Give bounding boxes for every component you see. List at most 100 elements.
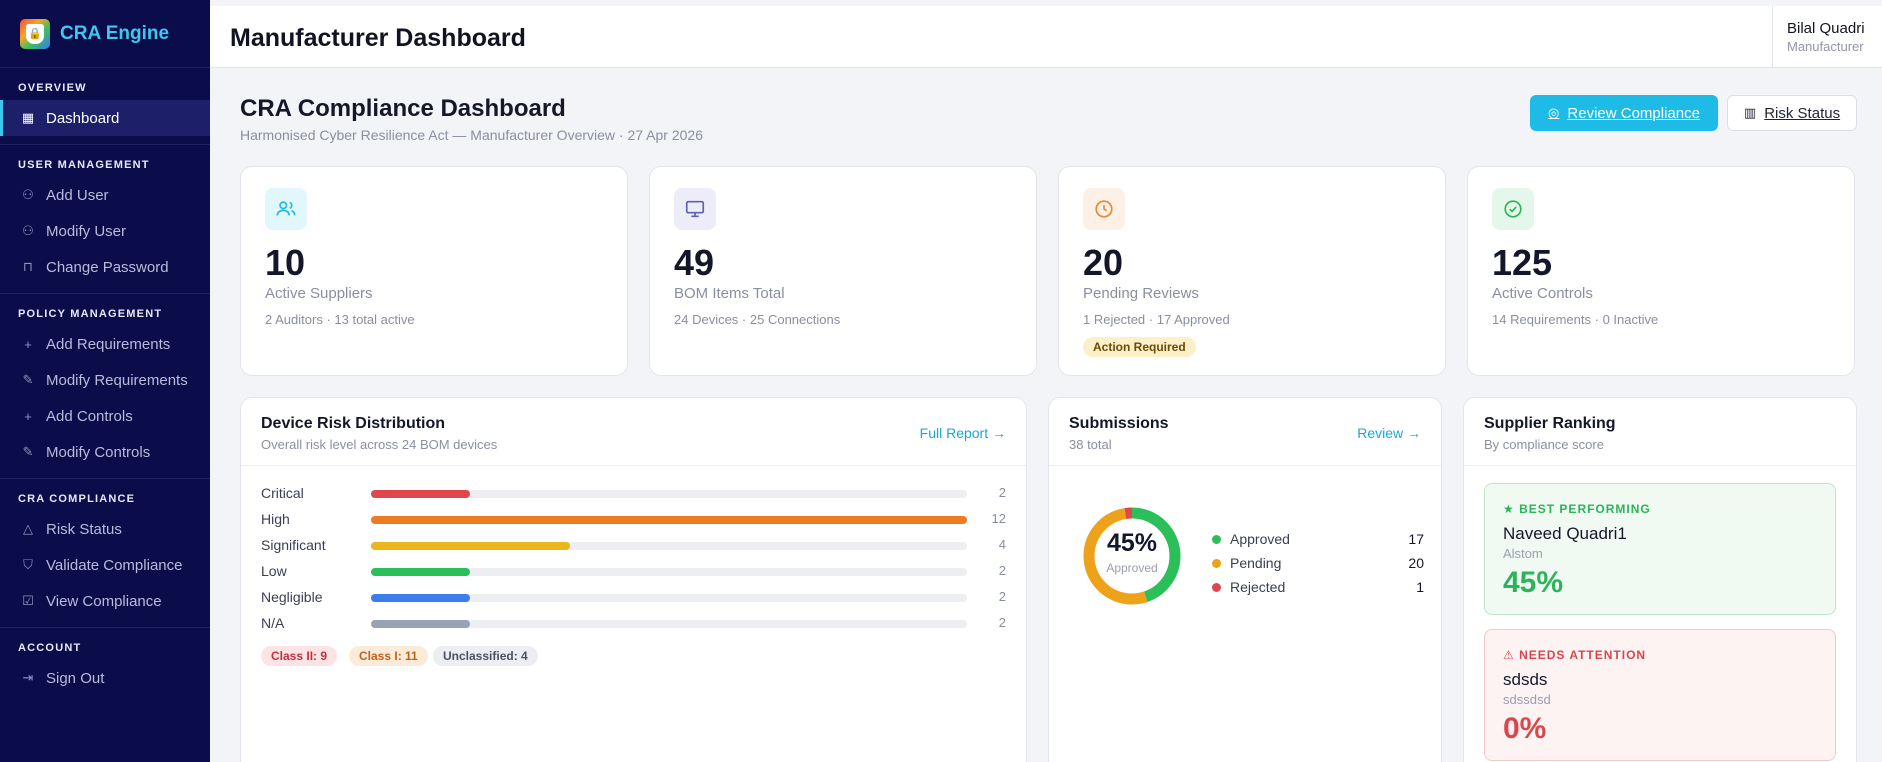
check-circle-icon xyxy=(1492,188,1534,230)
supplier-company: sdssdsd xyxy=(1503,692,1551,707)
risk-status-button[interactable]: ▥ Risk Status xyxy=(1727,95,1857,131)
risk-count: 2 xyxy=(998,589,1006,604)
sidebar-item-label: Change Password xyxy=(46,258,169,276)
sidebar-item-add-user[interactable]: ⚇ Add User xyxy=(0,177,210,213)
sidebar-item-label: Add Controls xyxy=(46,407,133,425)
legend-label: Rejected xyxy=(1230,579,1286,595)
risk-label: Significant xyxy=(261,537,326,553)
sidebar: 🔒 CRA Engine OVERVIEW ▦ Dashboard USER MA… xyxy=(0,0,210,762)
brand[interactable]: 🔒 CRA Engine xyxy=(0,0,210,68)
legend-count: 20 xyxy=(1408,555,1424,571)
sidebar-item-modify-requirements[interactable]: ✎ Modify Requirements xyxy=(0,362,210,398)
risk-label: High xyxy=(261,511,290,527)
risk-count: 12 xyxy=(991,511,1006,526)
stat-meta: 2 Auditors · 13 total active xyxy=(265,312,415,327)
risk-row: Significant 4 xyxy=(261,535,1006,555)
sidebar-item-add-controls[interactable]: + Add Controls xyxy=(0,398,210,434)
risk-bar-track xyxy=(371,516,967,524)
user-edit-icon: ⚇ xyxy=(22,223,34,238)
legend-dot xyxy=(1212,535,1221,544)
legend-dot xyxy=(1212,559,1221,568)
page-subtitle: Harmonised Cyber Resilience Act — Manufa… xyxy=(240,127,703,143)
nav-section-title: POLICY MANAGEMENT xyxy=(18,308,163,320)
supplier-ranking-panel: Supplier Ranking By compliance score ★ B… xyxy=(1463,397,1857,762)
sidebar-item-dashboard[interactable]: ▦ Dashboard xyxy=(0,100,210,136)
clock-icon xyxy=(1083,188,1125,230)
worst-supplier-card[interactable]: ⚠ NEEDS ATTENTION sdsds sdssdsd 0% xyxy=(1484,629,1836,761)
app-logo-icon: 🔒 xyxy=(20,18,50,49)
nav-section-title: USER MANAGEMENT xyxy=(18,159,150,171)
stat-label: Active Controls xyxy=(1492,285,1593,302)
donut-segment-pending xyxy=(1083,507,1181,605)
sidebar-item-modify-controls[interactable]: ✎ Modify Controls xyxy=(0,434,210,470)
risk-row: High 12 xyxy=(261,509,1006,529)
legend-count: 1 xyxy=(1416,579,1424,595)
grid-icon: ▦ xyxy=(21,110,35,125)
class-tag: Class I: 11 xyxy=(349,646,428,666)
risk-label: Negligible xyxy=(261,589,323,605)
top-bar: Manufacturer Dashboard Bilal Quadri Manu… xyxy=(210,6,1882,68)
sidebar-item-validate-compliance[interactable]: ⛉ Validate Compliance xyxy=(0,547,210,583)
stat-label: Pending Reviews xyxy=(1083,285,1199,302)
page-title: CRA Compliance Dashboard xyxy=(240,95,566,122)
sidebar-item-sign-out[interactable]: ⇥ Sign Out xyxy=(0,660,210,696)
user-menu[interactable]: Bilal Quadri Manufacturer xyxy=(1772,6,1882,68)
legend-item: Pending 20 xyxy=(1212,554,1424,574)
supplier-score: 45% xyxy=(1503,566,1564,599)
risk-label: N/A xyxy=(261,615,285,631)
shield-check-icon: ⛉ xyxy=(23,557,33,572)
sidebar-item-view-compliance[interactable]: ☑ View Compliance xyxy=(0,583,210,619)
nav-section-title: ACCOUNT xyxy=(18,642,82,654)
user-role: Manufacturer xyxy=(1787,39,1864,54)
submissions-donut xyxy=(1083,507,1181,605)
legend-item: Rejected 1 xyxy=(1212,578,1424,598)
sidebar-item-label: Validate Compliance xyxy=(46,556,183,574)
stat-value: 10 xyxy=(265,242,306,283)
stat-meta: 24 Devices · 25 Connections xyxy=(674,312,841,327)
stat-value: 49 xyxy=(674,242,715,283)
review-compliance-button[interactable]: ◎ Review Compliance xyxy=(1530,95,1718,131)
check-circle-icon: ◎ xyxy=(1548,105,1560,120)
nav-section-cra-compliance: CRA COMPLIANCE △ Risk Status ⛉ Validate Co… xyxy=(0,479,210,619)
sidebar-item-label: Modify User xyxy=(46,222,127,240)
best-supplier-card[interactable]: ★ BEST PERFORMING Naveed Quadri1 Alstom … xyxy=(1484,483,1836,615)
risk-distribution-panel: Device Risk Distribution Overall risk le… xyxy=(240,397,1027,762)
stat-card-suppliers: 10 Active Suppliers 2 Auditors · 13 tota… xyxy=(240,166,628,376)
nav-section-overview: OVERVIEW ▦ Dashboard xyxy=(0,68,210,136)
review-link[interactable]: Review → xyxy=(1357,425,1421,441)
submissions-panel: Submissions 38 total Review → 45% Approv… xyxy=(1048,397,1442,762)
supplier-name: sdsds xyxy=(1503,670,1548,689)
stat-value: 125 xyxy=(1492,242,1553,283)
nav-section-account: ACCOUNT ⇥ Sign Out xyxy=(0,628,210,696)
plus-icon: + xyxy=(24,408,32,424)
lock-icon: ⊓ xyxy=(22,259,34,274)
sign-out-icon: ⇥ xyxy=(22,670,34,685)
panel-subtitle: By compliance score xyxy=(1484,437,1604,452)
sidebar-item-label: Risk Status xyxy=(46,520,122,538)
risk-bar xyxy=(371,568,471,576)
panel-title: Submissions xyxy=(1069,415,1169,432)
stat-label: Active Suppliers xyxy=(265,285,373,302)
sidebar-item-add-requirements[interactable]: + Add Requirements xyxy=(0,326,210,362)
legend-item: Approved 17 xyxy=(1212,530,1424,550)
risk-label: Critical xyxy=(261,485,304,501)
risk-row: Negligible 2 xyxy=(261,587,1006,607)
sidebar-item-change-password[interactable]: ⊓ Change Password xyxy=(0,249,210,285)
nav-section-title: OVERVIEW xyxy=(18,82,87,94)
user-plus-icon: ⚇ xyxy=(22,187,34,202)
needs-attention-tag: ⚠ NEEDS ATTENTION xyxy=(1503,648,1647,662)
class-tag: Class II: 9 xyxy=(261,646,338,666)
risk-bar-track xyxy=(371,542,967,550)
legend-label: Pending xyxy=(1230,555,1282,571)
risk-row: Critical 2 xyxy=(261,483,1006,503)
page-date: 27 Apr 2026 xyxy=(627,127,703,143)
header-title: Manufacturer Dashboard xyxy=(230,24,526,52)
pencil-icon: ✎ xyxy=(22,372,34,387)
stat-card-bom-items: 49 BOM Items Total 24 Devices · 25 Conne… xyxy=(649,166,1037,376)
full-report-link[interactable]: Full Report → xyxy=(919,425,1006,441)
risk-bar-track xyxy=(371,490,967,498)
sidebar-item-modify-user[interactable]: ⚇ Modify User xyxy=(0,213,210,249)
legend-dot xyxy=(1212,583,1221,592)
risk-row: Low 2 xyxy=(261,561,1006,581)
sidebar-item-risk-status[interactable]: △ Risk Status xyxy=(0,511,210,547)
